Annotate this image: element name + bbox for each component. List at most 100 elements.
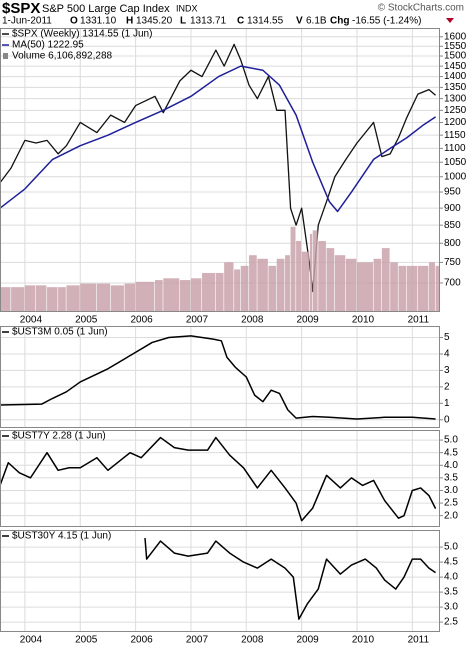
x-tick-label: 2004 (20, 635, 43, 646)
y-tick-label: 3.5 (444, 473, 458, 484)
volume-bar (240, 265, 249, 312)
volume-bar (318, 241, 326, 312)
volume-bar (290, 226, 296, 312)
x-tick-label: 2008 (241, 635, 264, 646)
y-tick-label: 3.0 (444, 485, 458, 496)
y-tick-label: 3.0 (444, 602, 458, 613)
stat-value: 6.1B (306, 16, 327, 27)
y-tick-label: 4.5 (444, 557, 458, 568)
volume-bar (154, 280, 163, 312)
x-tick-label: 2005 (75, 635, 98, 646)
x-tick-label: 2007 (186, 315, 209, 326)
y-tick-label: 1300 (444, 93, 466, 104)
volume-bar (373, 258, 382, 312)
volume-bar (66, 285, 80, 312)
volume-bar (11, 287, 25, 312)
stat-value: 1314.55 (247, 16, 284, 27)
x-tick-label: 2009 (297, 315, 320, 326)
volume-bar (80, 283, 97, 312)
series-line (144, 538, 436, 620)
legend-icon (3, 53, 8, 59)
y-tick-label: 700 (444, 278, 461, 289)
y-tick-label: 3 (444, 365, 450, 376)
volume-bar (301, 251, 310, 312)
volume-bar (163, 278, 180, 312)
x-tick-label: 2008 (241, 315, 264, 326)
volume-bar (312, 230, 318, 312)
y-tick-label: 1350 (444, 82, 466, 93)
x-tick-label: 2010 (352, 315, 375, 326)
stat-label: Chg (330, 16, 349, 27)
stat-label: O (70, 16, 78, 27)
y-tick-label: 1450 (444, 61, 466, 72)
panel-bg (0, 326, 440, 428)
x-tick-label: 2006 (130, 315, 153, 326)
stat-label: H (126, 16, 133, 27)
y-tick-label: 850 (444, 220, 461, 231)
volume-bar (398, 265, 407, 312)
stat-label: L (180, 16, 186, 27)
y-tick-label: 1500 (444, 51, 466, 62)
legend-label: $UST7Y 2.28 (1 Jun) (12, 431, 106, 442)
index-name: S&P 500 Large Cap Index (42, 3, 170, 15)
y-tick-label: 2.5 (444, 498, 458, 509)
volume-bar (345, 258, 357, 312)
y-tick-label: 1000 (444, 171, 466, 182)
y-tick-label: 900 (444, 203, 461, 214)
y-tick-label: 2.5 (444, 617, 458, 628)
y-tick-label: 1400 (444, 71, 466, 82)
symbol: $SPX (2, 0, 40, 17)
series-line (0, 436, 437, 522)
y-tick-label: 750 (444, 257, 461, 268)
volume-bar (296, 241, 302, 312)
y-tick-label: 1050 (444, 157, 466, 168)
x-tick-label: 2010 (352, 635, 375, 646)
volume-bar (309, 233, 313, 312)
stat-value: -16.55 (-1.24%) (352, 16, 421, 27)
volume-bar (257, 258, 268, 312)
volume-bar (96, 283, 111, 312)
y-tick-label: 800 (444, 238, 461, 249)
x-tick-label: 2006 (130, 635, 153, 646)
volume-bar (417, 265, 429, 312)
x-tick-label: 2009 (297, 635, 320, 646)
y-tick-label: 1100 (444, 143, 466, 154)
copyright: © StockCharts.com (378, 3, 464, 14)
y-tick-label: 1 (444, 398, 450, 409)
y-tick-label: 0 (444, 414, 450, 425)
volume-bar (58, 287, 66, 312)
legend-label: $SPX (Weekly) 1314.55 (1 Jun) (12, 29, 152, 40)
volume-bar (215, 272, 224, 312)
stat-label: V (296, 16, 303, 27)
volume-bar (356, 262, 373, 312)
volume-bar (285, 255, 290, 312)
volume-bar (435, 265, 440, 312)
stat-value: 1331.10 (80, 16, 117, 27)
volume-bar (276, 258, 285, 312)
y-tick-label: 950 (444, 187, 461, 198)
x-tick-label: 2011 (408, 635, 430, 646)
y-tick-label: 4.0 (444, 572, 458, 583)
volume-bar (190, 278, 202, 312)
y-tick-label: 1250 (444, 105, 466, 116)
stat-value: 1313.71 (190, 16, 227, 27)
volume-bar (224, 262, 234, 312)
panel-frame (0, 530, 440, 632)
volume-bar (202, 272, 216, 312)
legend-label: $UST30Y 4.15 (1 Jun) (12, 531, 111, 542)
volume-bar (35, 285, 47, 312)
y-tick-label: 4.0 (444, 460, 458, 471)
y-tick-label: 5.0 (444, 435, 458, 446)
volume-bar (334, 255, 346, 312)
y-tick-label: 4.5 (444, 447, 458, 458)
y-tick-label: 4 (444, 349, 450, 360)
y-tick-label: 1600 (444, 31, 466, 42)
series-line (0, 335, 436, 420)
quote-date: 1-Jun-2011 (2, 16, 52, 27)
legend-label: $UST3M 0.05 (1 Jun) (12, 327, 108, 338)
volume-bar (390, 262, 398, 312)
volume-bar (428, 262, 435, 312)
volume-bar (249, 255, 257, 312)
y-tick-label: 2.0 (444, 510, 458, 521)
